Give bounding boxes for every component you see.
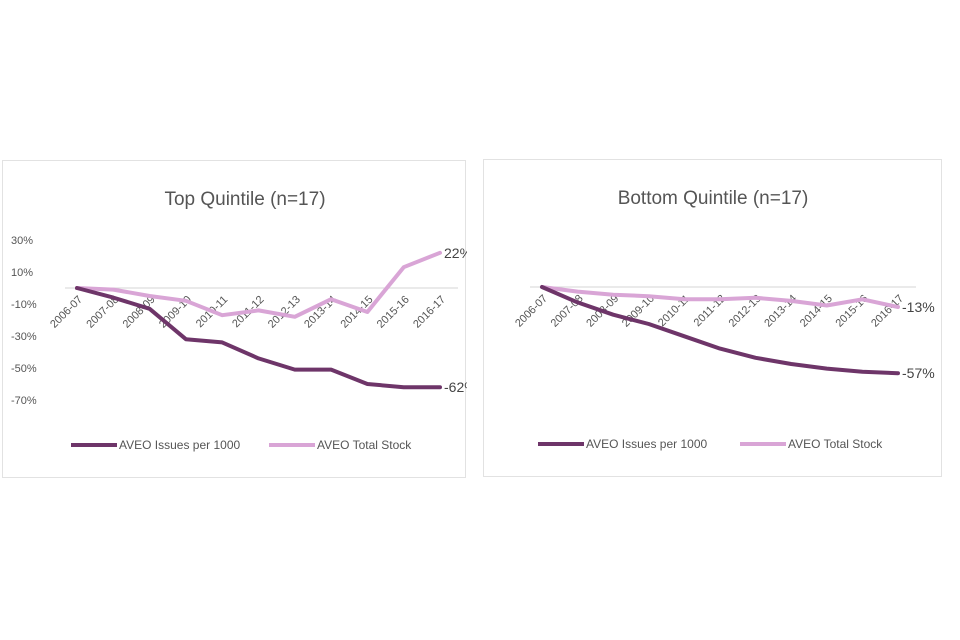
legend-label-issues: AVEO Issues per 1000 xyxy=(119,438,241,452)
x-tick-label: 2016-17 xyxy=(869,293,906,330)
chart-bottom-quintile: Bottom Quintile (n=17) 2006-07 2007-08 200… xyxy=(483,159,942,477)
x-tick-label: 2006-07 xyxy=(513,293,550,330)
chart-top-quintile-svg: Top Quintile (n=17) 30% 10% -10% -30% -50% -7… xyxy=(11,189,467,452)
x-tick-label: 2014-15 xyxy=(798,293,835,330)
legend-label-stock: AVEO Total Stock xyxy=(788,437,883,451)
x-tick-label: 2014-15 xyxy=(338,294,375,331)
y-tick-label: -30% xyxy=(11,331,37,343)
legend-label-stock: AVEO Total Stock xyxy=(317,438,412,452)
chart-title: Top Quintile (n=17) xyxy=(164,189,325,210)
y-tick-label: -10% xyxy=(11,299,37,311)
y-tick-label: 10% xyxy=(11,267,33,279)
end-data-label: -62% xyxy=(444,379,467,395)
chart-top-quintile: Top Quintile (n=17) 30% 10% -10% -30% -50% -7… xyxy=(2,160,467,478)
chart-bottom-quintile-svg: Bottom Quintile (n=17) 2006-072007-08200… xyxy=(513,188,935,451)
end-data-label: 22% xyxy=(444,245,467,261)
end-data-label: -13% xyxy=(902,299,935,315)
y-tick-label: -50% xyxy=(11,363,37,375)
legend-label-issues: AVEO Issues per 1000 xyxy=(586,437,708,451)
y-tick-label: -70% xyxy=(11,395,37,407)
y-tick-label: 30% xyxy=(11,235,33,247)
end-data-label: -57% xyxy=(902,365,935,381)
x-tick-label: 2016-17 xyxy=(411,294,448,331)
x-tick-label: 2006-07 xyxy=(48,294,85,331)
chart-title: Bottom Quintile (n=17) xyxy=(618,188,809,209)
